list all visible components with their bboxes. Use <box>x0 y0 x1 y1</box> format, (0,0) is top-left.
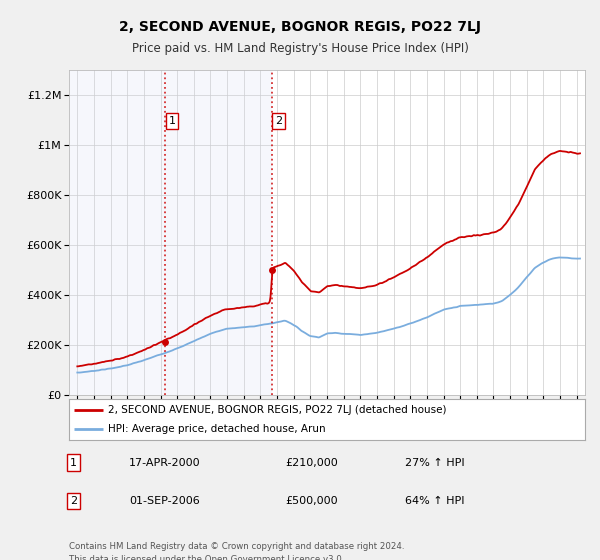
Text: 2, SECOND AVENUE, BOGNOR REGIS, PO22 7LJ: 2, SECOND AVENUE, BOGNOR REGIS, PO22 7LJ <box>119 20 481 34</box>
Text: 2, SECOND AVENUE, BOGNOR REGIS, PO22 7LJ (detached house): 2, SECOND AVENUE, BOGNOR REGIS, PO22 7LJ… <box>108 405 446 415</box>
Text: 17-APR-2000: 17-APR-2000 <box>129 458 200 468</box>
Text: 1: 1 <box>169 116 176 126</box>
Text: Price paid vs. HM Land Registry's House Price Index (HPI): Price paid vs. HM Land Registry's House … <box>131 42 469 55</box>
Text: 01-SEP-2006: 01-SEP-2006 <box>129 496 200 506</box>
Text: 64% ↑ HPI: 64% ↑ HPI <box>405 496 464 506</box>
Text: Contains HM Land Registry data © Crown copyright and database right 2024.
This d: Contains HM Land Registry data © Crown c… <box>69 542 404 560</box>
Text: 1: 1 <box>70 458 77 468</box>
Text: HPI: Average price, detached house, Arun: HPI: Average price, detached house, Arun <box>108 424 325 433</box>
Text: 2: 2 <box>275 116 282 126</box>
Bar <box>166 70 272 395</box>
Text: 27% ↑ HPI: 27% ↑ HPI <box>405 458 464 468</box>
Text: 2: 2 <box>70 496 77 506</box>
Bar <box>69 70 166 395</box>
Text: £210,000: £210,000 <box>285 458 338 468</box>
Text: £500,000: £500,000 <box>285 496 338 506</box>
